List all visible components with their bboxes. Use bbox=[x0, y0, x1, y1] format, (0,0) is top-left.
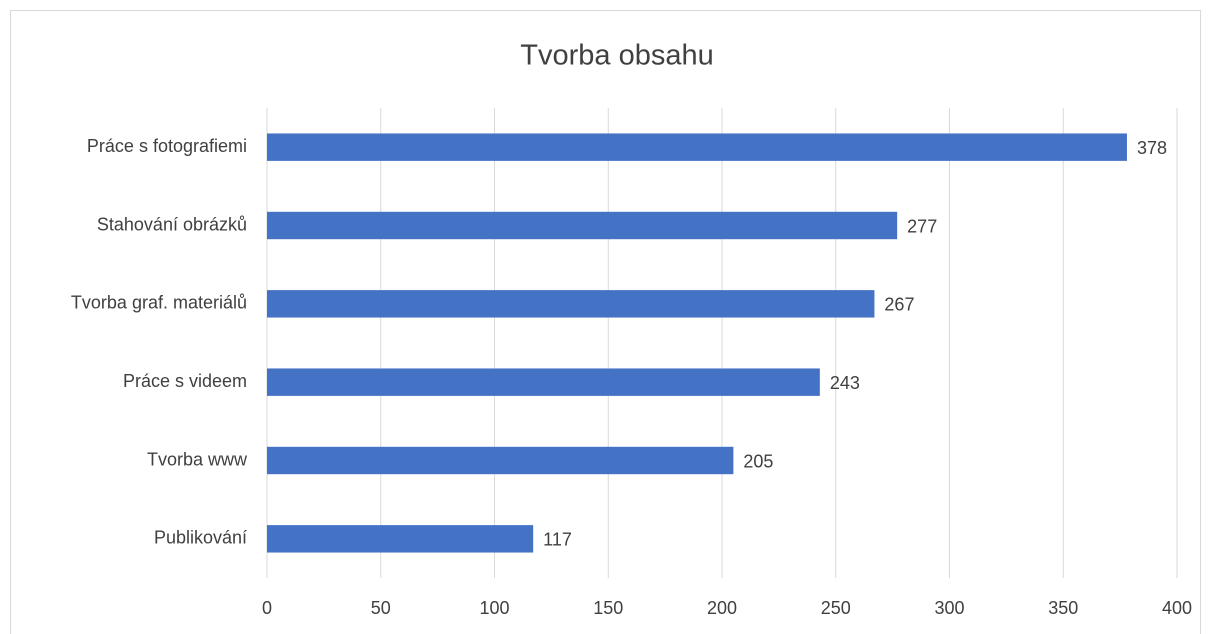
y-tick-label: Práce s fotografiemi bbox=[87, 136, 247, 156]
y-tick-label: Práce s videem bbox=[123, 371, 247, 391]
chart-border bbox=[10, 10, 1201, 634]
x-tick-label: 50 bbox=[371, 598, 391, 618]
bar bbox=[267, 525, 534, 553]
x-tick-label: 0 bbox=[262, 598, 272, 618]
y-tick-label: Publikování bbox=[154, 528, 247, 548]
y-tick-label: Stahování obrázků bbox=[97, 214, 247, 234]
data-label: 277 bbox=[907, 216, 937, 236]
x-tick-label: 350 bbox=[1048, 598, 1078, 618]
data-label: 117 bbox=[543, 530, 572, 550]
chart-title: Tvorba obsahu bbox=[520, 40, 713, 72]
x-tick-label: 400 bbox=[1162, 598, 1192, 618]
bar bbox=[267, 446, 734, 475]
x-tick-label: 200 bbox=[707, 598, 737, 618]
x-tick-label: 100 bbox=[479, 598, 509, 618]
data-label: 205 bbox=[743, 451, 773, 471]
x-tick-label: 250 bbox=[821, 598, 851, 618]
bar bbox=[267, 133, 1127, 161]
bar bbox=[267, 368, 820, 396]
bar bbox=[267, 290, 875, 318]
x-tick-label: 300 bbox=[934, 598, 964, 618]
data-label: 378 bbox=[1137, 138, 1167, 158]
data-label: 243 bbox=[830, 373, 860, 393]
y-tick-label: Tvorba www bbox=[147, 449, 248, 469]
bar bbox=[267, 211, 898, 240]
x-tick-label: 150 bbox=[593, 598, 623, 618]
data-label: 267 bbox=[884, 295, 914, 315]
y-tick-label: Tvorba graf. materiálů bbox=[71, 293, 247, 313]
